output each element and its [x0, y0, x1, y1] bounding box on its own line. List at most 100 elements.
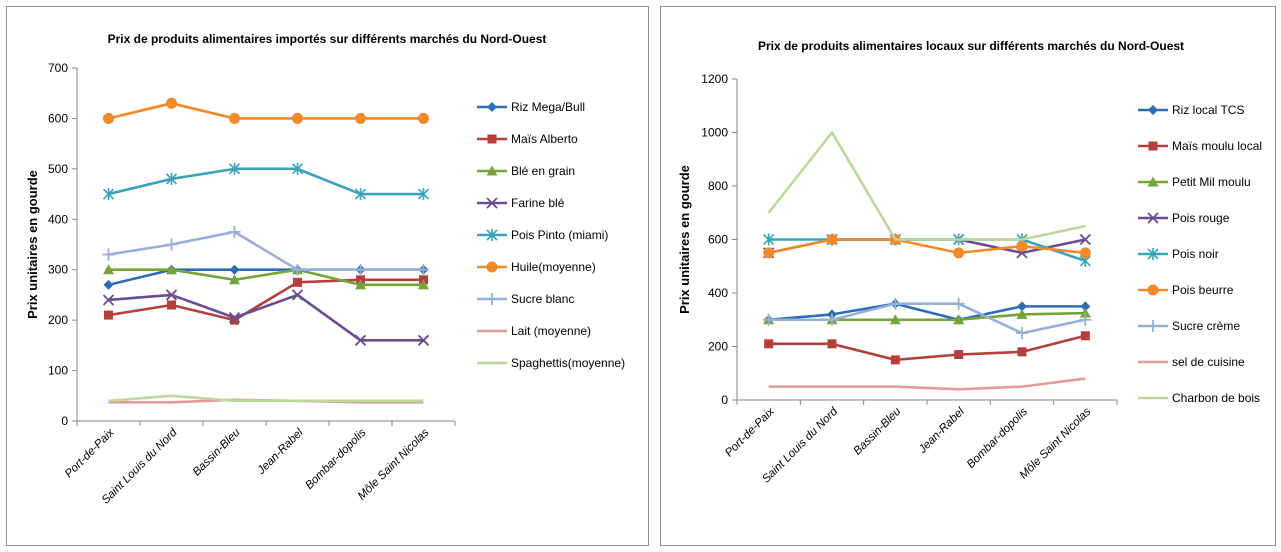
imported-x-tick-label: Jean-Rabel [255, 426, 306, 477]
local-legend-item-pois-beurre: Pois beurre [1138, 283, 1234, 297]
series-line [108, 230, 424, 272]
local-legend-item-riz-local-tcs: Riz local TCS [1138, 103, 1244, 117]
series-line [108, 268, 424, 287]
data-point [826, 313, 838, 326]
legend-label: Lait (moyenne) [511, 324, 591, 338]
series-line [768, 302, 1086, 335]
legend-marker [1148, 105, 1158, 115]
legend-marker [486, 165, 498, 176]
legend-label: Blé en grain [511, 164, 575, 178]
imported-legend-item-lait-moyenne: Lait (moyenne) [477, 324, 591, 338]
data-point [228, 311, 241, 324]
data-point [1016, 240, 1028, 252]
chart-imported: Prix de produits alimentaires importés s… [25, 32, 625, 507]
local-series-sucre-creme [762, 297, 1092, 340]
local-series-pois-beurre [763, 234, 1091, 259]
data-point [165, 289, 178, 301]
legend-label: Sucre blanc [511, 292, 574, 306]
local-legend-item-mais-moulu-local: Maïs moulu local [1138, 139, 1262, 153]
imported-legend-item-spaghettis-moyenne: Spaghettis(moyenne) [477, 356, 625, 370]
data-point [291, 263, 304, 276]
imported-y-tick-label: 0 [61, 414, 68, 428]
data-point [1079, 313, 1092, 326]
local-chart-title: Prix de produits alimentaires locaux sur… [758, 39, 1184, 53]
data-point [228, 225, 241, 238]
data-point [1079, 247, 1091, 259]
imported-legend-item-pois-pinto-miami: Pois Pinto (miami) [477, 228, 608, 242]
imported-legend-item-mais-alberto: Maïs Alberto [477, 132, 578, 146]
imported-y-tick-label: 600 [48, 111, 68, 125]
imported-x-tick-label: Môle Saint Nicolas [356, 426, 432, 502]
local-x-tick-label: Bassin-Bleu [852, 405, 904, 457]
legend-marker [486, 197, 498, 209]
legend-marker [486, 261, 498, 273]
data-point [103, 112, 114, 124]
data-point [1016, 327, 1028, 340]
imported-legend-item-huile-moyenne: Huile(moyenne) [477, 260, 596, 274]
local-legend-item-petit-mil-moulu: Petit Mil moulu [1138, 175, 1251, 189]
legend-label: Maïs Alberto [511, 132, 578, 146]
legend-label: Pois noir [1172, 247, 1219, 261]
data-point [827, 339, 837, 349]
local-y-tick-label: 600 [708, 233, 728, 247]
local-x-tick-label: Môle Saint Nicolas [1018, 405, 1094, 481]
data-point [228, 162, 241, 175]
local-series-mais-moulu-local [764, 331, 1090, 365]
data-point [167, 300, 176, 310]
data-point [763, 247, 775, 259]
chart-panel-local: Prix de produits alimentaires locaux sur… [660, 6, 1276, 546]
data-point [763, 233, 775, 246]
data-point [890, 355, 900, 365]
data-point [1017, 301, 1027, 312]
imported-y-tick-label: 200 [48, 313, 68, 327]
local-x-tick-label: Jean-Rabel [916, 405, 967, 456]
data-point [954, 350, 964, 360]
data-point [354, 263, 367, 276]
data-point [103, 264, 114, 275]
data-point [103, 279, 114, 290]
data-point [291, 162, 304, 175]
series-line [108, 293, 424, 342]
local-series-charbon-de-bois [767, 131, 1086, 241]
data-point [1079, 233, 1091, 246]
legend-marker [487, 102, 497, 112]
data-point [953, 247, 965, 259]
data-point [355, 112, 366, 124]
imported-y-tick-label: 700 [48, 61, 68, 75]
local-legend-item-sucre-creme: Sucre crème [1138, 319, 1240, 333]
legend-label: Farine blé [511, 196, 565, 210]
local-x-tick-label: Port-de-Paix [723, 405, 778, 460]
imported-x-tick-label: Bassin-Bleu [191, 426, 243, 478]
local-x-tick-label: Bombar-dopolis [965, 405, 1030, 470]
data-point [102, 294, 115, 306]
data-point [889, 314, 901, 325]
data-point [826, 234, 838, 245]
data-point [166, 264, 177, 275]
data-point [1080, 331, 1090, 341]
legend-label: Maïs moulu local [1172, 139, 1262, 153]
series-line [108, 268, 424, 287]
data-point [292, 112, 303, 124]
legend-label: Sucre crème [1172, 319, 1240, 333]
legend-label: Charbon de bois [1172, 391, 1260, 405]
imported-x-tick-label: Port-de-Paix [63, 426, 118, 481]
imported-y-tick-label: 400 [48, 212, 68, 226]
imported-legend-item-ble-en-grain: Blé en grain [477, 164, 575, 178]
legend-label: Riz local TCS [1172, 103, 1244, 117]
legend-label: Pois rouge [1172, 211, 1230, 225]
imported-chart-title: Prix de produits alimentaires importés s… [108, 32, 547, 46]
legend-label: Riz Mega/Bull [511, 100, 585, 114]
imported-series-spaghettis-moyenne [108, 394, 424, 403]
chart-local: Prix de produits alimentaires locaux sur… [677, 39, 1262, 486]
series-line [767, 131, 1086, 241]
data-point [165, 172, 178, 185]
local-legend-item-pois-noir: Pois noir [1138, 247, 1219, 261]
series-line [768, 334, 1086, 362]
imported-series-sucre-blanc [102, 225, 430, 276]
imported-y-tick-label: 100 [48, 364, 68, 378]
data-point [229, 264, 240, 275]
imported-series-pois-pinto-miami [102, 162, 430, 201]
legend-label: Petit Mil moulu [1172, 175, 1251, 189]
local-y-tick-label: 200 [708, 340, 728, 354]
imported-series-mais-alberto [104, 275, 428, 325]
